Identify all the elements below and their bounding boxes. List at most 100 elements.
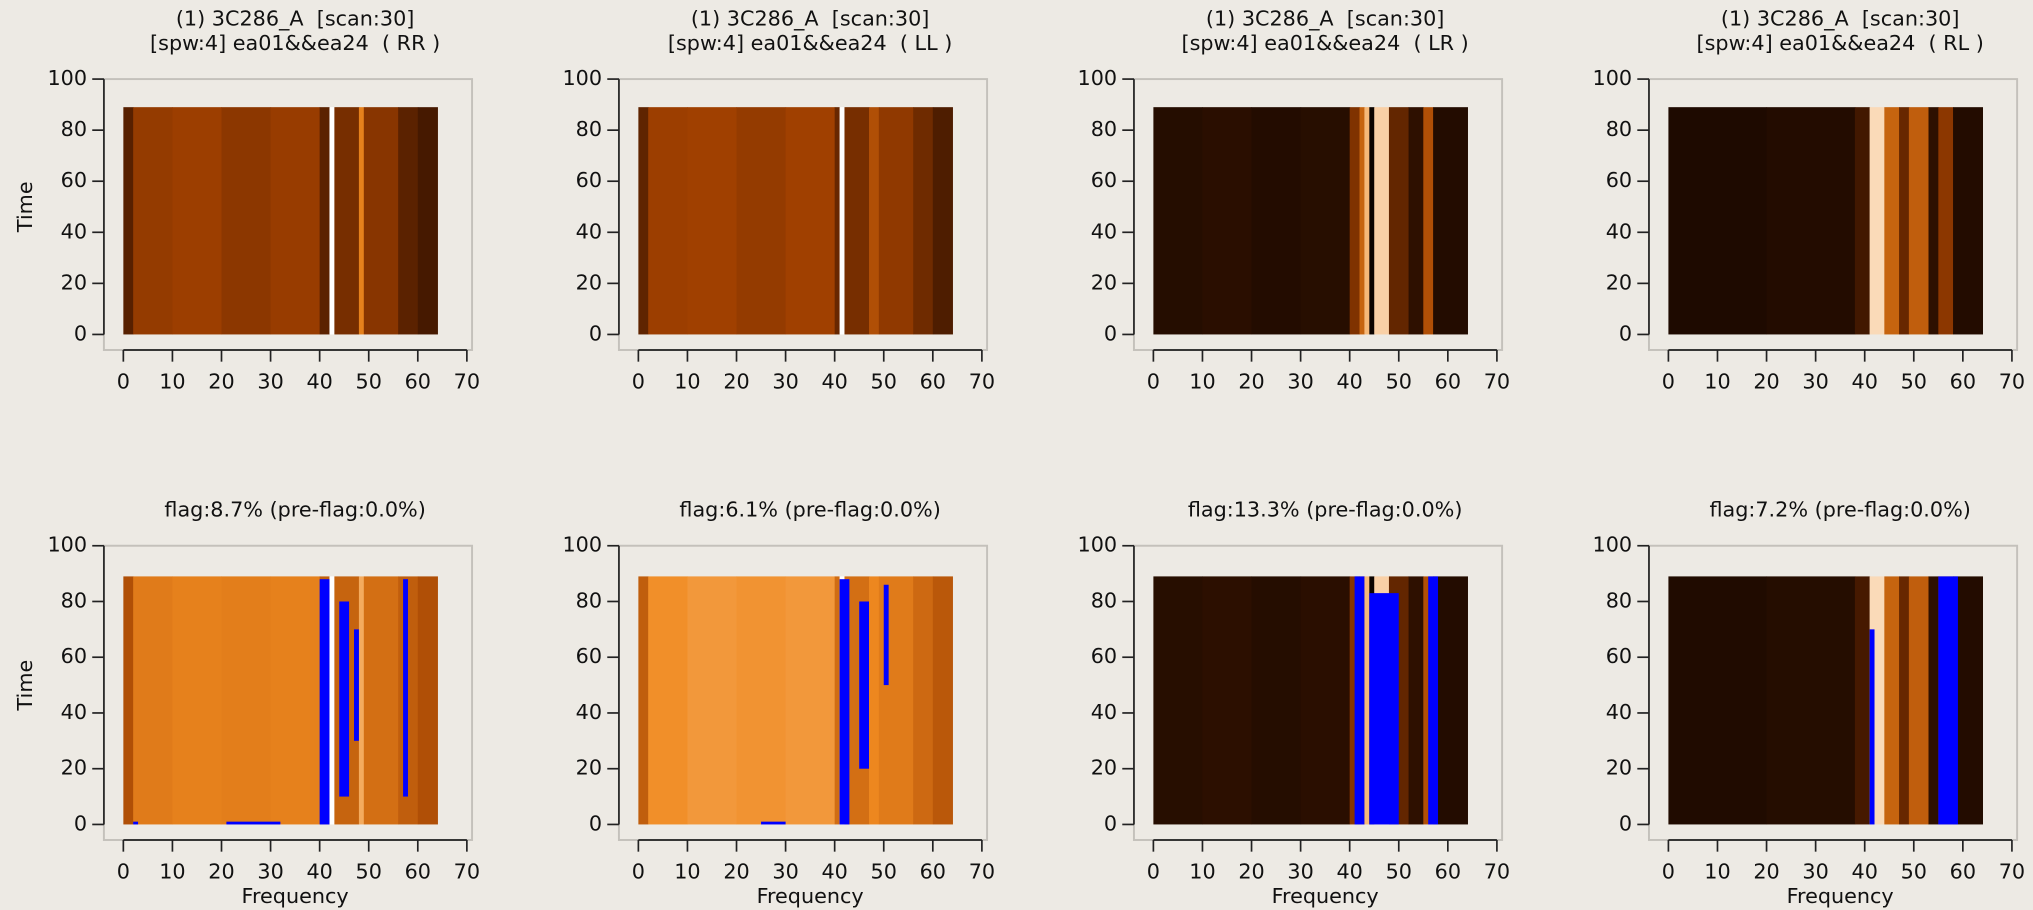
x-tick-label: 30: [257, 369, 283, 393]
y-tick-label: 80: [1606, 588, 1632, 612]
y-tick-label: 80: [576, 588, 602, 612]
panel: flag:8.7% (pre-flag:0.0%) 0 20 40 60 80 100 0 10…: [13, 498, 480, 908]
flagged-region: [1869, 629, 1875, 825]
y-tick-label: 60: [1606, 644, 1632, 668]
y-axis-label: Time: [13, 660, 37, 712]
heatmap-cell: [638, 576, 649, 825]
heatmap-cell: [1408, 576, 1424, 825]
heatmap-cell: [687, 576, 738, 825]
heatmap-cell: [844, 107, 870, 335]
x-tick-label: 40: [1852, 859, 1878, 883]
heatmap-cell: [1251, 107, 1302, 335]
y-tick-label: 60: [1091, 644, 1117, 668]
heatmap-cell: [221, 107, 272, 335]
heatmap-cell: [172, 107, 223, 335]
x-axis-label: Frequency: [242, 884, 349, 908]
x-tick-label: 60: [1435, 369, 1461, 393]
heatmap-cell: [1153, 107, 1203, 335]
heatmap-cell: [123, 576, 134, 825]
flagged-region: [839, 579, 850, 825]
y-tick-label: 100: [47, 66, 87, 90]
heatmap-cell: [648, 107, 688, 335]
heatmap-cell: [834, 107, 841, 335]
heatmap-cell: [398, 107, 419, 335]
x-tick-label: 10: [1704, 369, 1730, 393]
panel: flag:6.1% (pre-flag:0.0%) 0 20 40 60 80 100 0 10…: [562, 498, 995, 908]
y-tick-label: 80: [576, 117, 602, 141]
x-tick-label: 0: [1147, 859, 1160, 883]
y-tick-label: 60: [576, 644, 602, 668]
heatmap-cell: [329, 576, 335, 825]
x-tick-label: 70: [1999, 369, 2025, 393]
x-tick-label: 20: [1238, 369, 1264, 393]
panel-subtitle: [spw:4] ea01&&ea24 ( RL ): [1697, 31, 1984, 55]
heatmap-cell: [221, 576, 272, 825]
heatmap-cell: [932, 107, 953, 335]
heatmap-cell: [1938, 107, 1954, 335]
x-tick-label: 70: [1484, 859, 1510, 883]
heatmap-cell: [1364, 107, 1370, 335]
panel-title: (1) 3C286_A [scan:30]: [176, 6, 415, 31]
heatmap-cell: [270, 576, 321, 825]
x-tick-label: 50: [1386, 369, 1412, 393]
heatmap-cell: [1908, 107, 1930, 335]
heatmap-cell: [1899, 107, 1910, 335]
panel-title: (1) 3C286_A [scan:30]: [1206, 6, 1445, 31]
heatmap-cell: [839, 107, 845, 335]
flagged-region: [353, 629, 359, 741]
x-tick-label: 50: [1386, 859, 1412, 883]
x-tick-label: 0: [1662, 859, 1675, 883]
heatmap-cell: [932, 576, 953, 825]
panel-title: flag:7.2% (pre-flag:0.0%): [1709, 498, 1970, 522]
y-tick-label: 60: [61, 644, 87, 668]
x-tick-label: 10: [674, 369, 700, 393]
x-tick-label: 70: [1484, 369, 1510, 393]
heatmap-cell: [1408, 107, 1424, 335]
heatmap-cell: [1202, 107, 1253, 335]
panel: flag:7.2% (pre-flag:0.0%) 0 20 40 60 80 100 0 10…: [1593, 498, 2026, 908]
y-tick-label: 60: [1606, 168, 1632, 192]
heatmap-cell: [123, 107, 134, 335]
heatmap-cell: [1359, 107, 1365, 335]
y-tick-label: 0: [589, 811, 602, 835]
flagged-region: [1354, 576, 1365, 825]
heatmap-cell: [1899, 576, 1910, 825]
heatmap-cell: [648, 576, 688, 825]
y-tick-label: 40: [1091, 700, 1117, 724]
heatmap-cell: [1433, 107, 1468, 335]
x-tick-label: 40: [821, 369, 847, 393]
heatmap-cell: [1928, 107, 1939, 335]
panel-title: flag:8.7% (pre-flag:0.0%): [164, 498, 425, 522]
heatmap-cell: [1153, 576, 1203, 825]
heatmap-cell: [363, 107, 399, 335]
flagged-region: [319, 579, 330, 825]
panel-title: flag:13.3% (pre-flag:0.0%): [1188, 498, 1463, 522]
panel: (1) 3C286_A [scan:30][spw:4] ea01&&ea24 …: [13, 6, 480, 393]
y-tick-label: 0: [1619, 321, 1632, 345]
y-tick-label: 40: [1091, 219, 1117, 243]
y-tick-label: 0: [1104, 811, 1117, 835]
x-axis-label: Frequency: [1272, 884, 1379, 908]
x-tick-label: 30: [257, 859, 283, 883]
y-tick-label: 80: [61, 117, 87, 141]
y-tick-label: 100: [1593, 66, 1633, 90]
y-tick-label: 40: [61, 219, 87, 243]
x-tick-label: 20: [208, 369, 234, 393]
y-tick-label: 20: [1606, 270, 1632, 294]
y-tick-label: 0: [1104, 321, 1117, 345]
x-tick-label: 40: [306, 369, 332, 393]
x-tick-label: 20: [1753, 859, 1779, 883]
y-tick-label: 100: [47, 533, 87, 557]
x-tick-label: 20: [723, 369, 749, 393]
x-tick-label: 60: [405, 369, 431, 393]
heatmap-cell: [869, 576, 880, 825]
x-tick-label: 0: [1662, 369, 1675, 393]
heatmap-cell: [270, 107, 321, 335]
x-tick-label: 60: [1950, 859, 1976, 883]
flagged-region: [1938, 576, 1958, 825]
heatmap-cell: [319, 107, 330, 335]
panel: (1) 3C286_A [scan:30][spw:4] ea01&&ea24 …: [1078, 6, 1511, 393]
x-tick-label: 20: [1238, 859, 1264, 883]
x-tick-label: 20: [723, 859, 749, 883]
